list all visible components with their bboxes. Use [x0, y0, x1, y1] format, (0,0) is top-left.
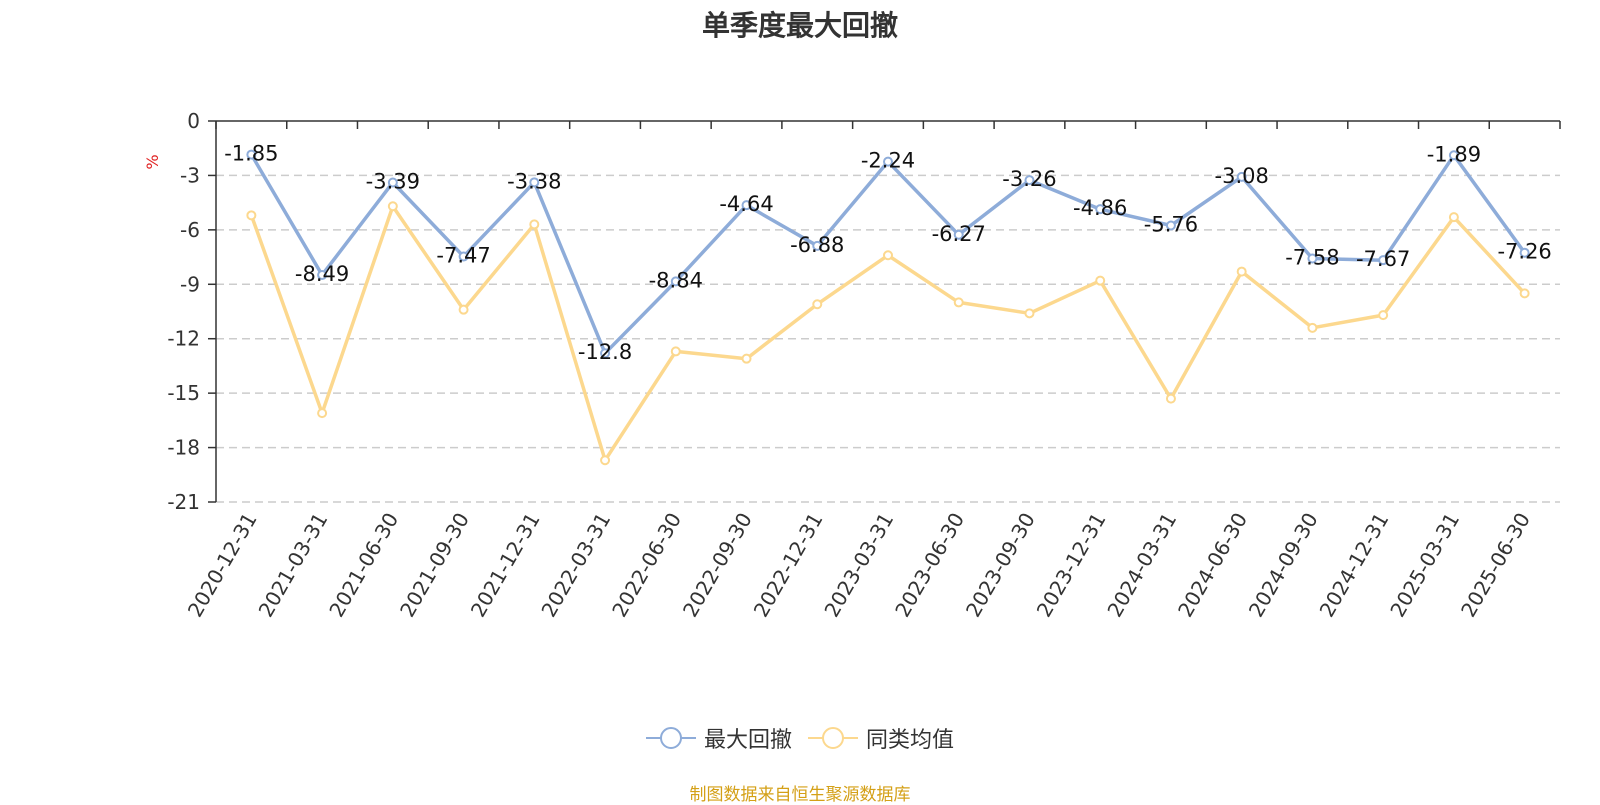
- data-point-max-drawdown: [883, 156, 893, 167]
- chart-title: 单季度最大回撤: [701, 9, 898, 42]
- data-point-max-drawdown: [812, 240, 823, 251]
- legend-label-max-drawdown: 最大回撤: [703, 728, 792, 753]
- x-tick-label: 2022-06-30: [607, 509, 686, 622]
- data-point-peer-average: [529, 219, 540, 230]
- data-label: -7.67: [1356, 247, 1410, 271]
- x-tick-label: 2024-06-30: [1173, 509, 1252, 622]
- x-tick-label: 2024-09-30: [1244, 509, 1323, 622]
- data-label: -8.84: [649, 268, 703, 292]
- data-point-peer-average: [883, 250, 893, 261]
- x-tick-label: 2025-06-30: [1456, 509, 1535, 622]
- data-point-max-drawdown: [1378, 255, 1389, 266]
- data-point-max-drawdown: [529, 177, 540, 188]
- data-label: -7.47: [436, 244, 490, 268]
- x-tick-label: 2023-12-31: [1032, 509, 1111, 622]
- data-label: -6.27: [932, 222, 986, 246]
- x-tick-label: 2024-03-31: [1102, 509, 1181, 622]
- data-point-max-drawdown: [1024, 175, 1035, 186]
- data-point-peer-average: [741, 353, 752, 364]
- data-label: -7.26: [1497, 240, 1551, 264]
- data-point-peer-average: [1024, 308, 1035, 319]
- legend-swatch-max-drawdown-icon: [645, 727, 696, 749]
- data-point-max-drawdown: [1095, 204, 1106, 215]
- data-label: -8.49: [295, 262, 349, 286]
- data-point-max-drawdown: [953, 229, 964, 240]
- y-tick-label: -15: [167, 381, 200, 405]
- y-tick-label: -6: [180, 218, 200, 242]
- x-tick-label: 2023-03-31: [819, 509, 898, 622]
- data-label: -12.8: [578, 340, 632, 364]
- legend-item-max-drawdown[interactable]: 最大回撤: [645, 722, 792, 754]
- data-point-peer-average: [1378, 310, 1389, 321]
- x-tick-label: 2022-12-31: [749, 509, 828, 622]
- legend-swatch-peer-average-icon: [808, 727, 858, 749]
- data-point-max-drawdown: [600, 348, 611, 359]
- data-point-peer-average: [1095, 275, 1106, 286]
- data-point-max-drawdown: [1165, 220, 1176, 231]
- data-point-peer-average: [1165, 393, 1176, 404]
- data-point-peer-average: [812, 299, 823, 310]
- data-point-max-drawdown: [670, 276, 681, 287]
- data-label: -3.08: [1215, 164, 1269, 188]
- x-tick-label: 2021-06-30: [324, 509, 403, 622]
- data-label: -4.64: [719, 192, 773, 216]
- x-tick-label: 2021-09-30: [395, 509, 474, 622]
- data-point-peer-average: [953, 297, 964, 308]
- data-label: -3.26: [1002, 167, 1056, 191]
- data-point-peer-average: [458, 304, 469, 315]
- x-tick-label: 2024-12-31: [1315, 509, 1394, 622]
- data-point-peer-average: [317, 408, 328, 419]
- data-point-max-drawdown: [317, 270, 328, 281]
- data-point-max-drawdown: [387, 177, 398, 188]
- data-point-peer-average: [1448, 212, 1459, 223]
- data-point-peer-average: [600, 455, 611, 466]
- data-point-peer-average: [387, 201, 398, 212]
- legend-item-peer-average[interactable]: 同类均值: [808, 722, 954, 754]
- data-point-max-drawdown: [1519, 247, 1530, 258]
- data-label: -3.39: [366, 170, 420, 194]
- source-note: 制图数据来自恒生聚源数据库: [689, 785, 911, 805]
- x-tick-label: 2021-03-31: [254, 509, 333, 622]
- x-tick-label: 2022-09-30: [678, 509, 757, 622]
- data-point-peer-average: [1307, 322, 1318, 333]
- data-point-peer-average: [670, 346, 681, 357]
- data-point-max-drawdown: [1307, 253, 1318, 264]
- y-tick-label: -12: [167, 327, 200, 351]
- data-label: -4.86: [1073, 196, 1127, 220]
- data-point-peer-average: [246, 210, 257, 221]
- x-tick-label: 2025-03-31: [1385, 509, 1464, 622]
- legend: 最大回撤 同类均值: [0, 722, 1600, 754]
- y-tick-label: 0: [187, 109, 200, 133]
- x-tick-label: 2023-06-30: [890, 509, 969, 622]
- x-tick-label: 2023-09-30: [961, 509, 1040, 622]
- data-label: -1.85: [224, 142, 278, 166]
- x-tick-label: 2021-12-31: [466, 509, 545, 622]
- y-axis-label: %: [143, 154, 162, 169]
- data-label: -6.88: [790, 233, 844, 257]
- data-point-peer-average: [1236, 266, 1247, 277]
- data-point-peer-average: [1519, 288, 1530, 299]
- y-tick-label: -18: [167, 436, 200, 460]
- y-tick-label: -21: [167, 490, 200, 514]
- data-point-max-drawdown: [246, 149, 257, 160]
- data-label: -3.38: [507, 169, 561, 193]
- data-label: -1.89: [1427, 142, 1481, 166]
- data-point-max-drawdown: [1448, 150, 1459, 161]
- legend-label-peer-average: 同类均值: [866, 728, 955, 753]
- y-tick-label: -9: [180, 272, 200, 296]
- data-label: -5.76: [1144, 213, 1198, 237]
- data-label: -2.24: [861, 149, 915, 173]
- data-point-max-drawdown: [1236, 171, 1247, 182]
- data-point-max-drawdown: [458, 251, 469, 262]
- y-tick-label: -3: [180, 163, 200, 187]
- x-tick-label: 2020-12-31: [183, 509, 262, 622]
- x-tick-label: 2022-03-31: [536, 509, 615, 622]
- data-label: -7.58: [1285, 246, 1339, 270]
- data-point-max-drawdown: [741, 200, 752, 211]
